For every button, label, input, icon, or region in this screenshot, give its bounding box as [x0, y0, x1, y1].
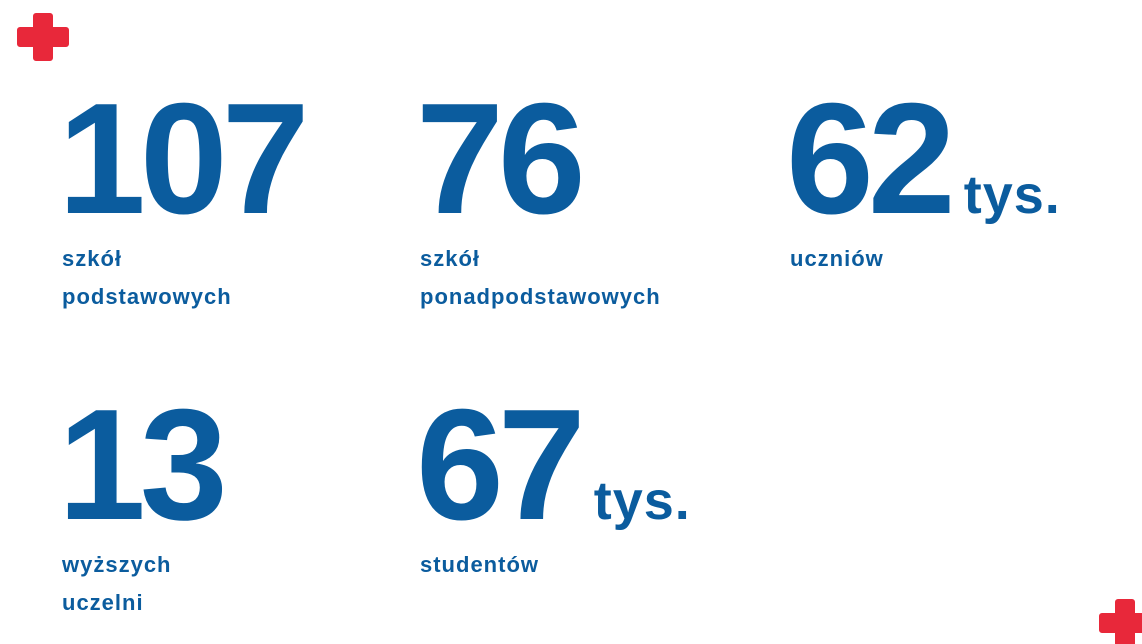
stat-label-line: uczelni: [62, 590, 144, 615]
stat-label-line: szkół: [62, 246, 123, 271]
stat-label: szkół podstawowych: [58, 240, 304, 316]
stat-item: 62 tys. uczniów: [786, 80, 1061, 278]
stat-item: 67 tys. studentów: [416, 386, 691, 584]
stat-figure: 107: [58, 80, 310, 238]
cross-icon: [1099, 599, 1142, 644]
stat-label: studentów: [416, 546, 691, 584]
stat-figure: 67 tys.: [416, 386, 691, 544]
stat-item: 13 wyższych uczelni: [58, 386, 228, 622]
stat-value: 13: [58, 377, 228, 553]
stat-figure: 13: [58, 386, 228, 544]
stat-value: 67: [416, 377, 586, 553]
stat-value: 62: [786, 71, 956, 247]
stat-value: 107: [58, 71, 310, 247]
stat-unit: tys.: [963, 165, 1061, 225]
stat-label: szkół ponadpodstawowych: [416, 240, 661, 316]
stat-label: wyższych uczelni: [58, 546, 222, 622]
stat-label: uczniów: [786, 240, 1061, 278]
stat-unit: tys.: [593, 471, 691, 531]
stat-value: 76: [416, 71, 586, 247]
cross-icon: [17, 13, 69, 61]
stat-label-line: studentów: [420, 552, 539, 577]
stat-figure: 76: [416, 80, 661, 238]
stat-label-line: ponadpodstawowych: [420, 284, 661, 309]
stat-label-line: uczniów: [790, 246, 884, 271]
stat-label-line: wyższych: [62, 552, 172, 577]
stat-item: 107 szkół podstawowych: [58, 80, 310, 316]
stat-label-line: podstawowych: [62, 284, 232, 309]
stat-item: 76 szkół ponadpodstawowych: [416, 80, 661, 316]
stat-label-line: szkół: [420, 246, 481, 271]
stat-figure: 62 tys.: [786, 80, 1061, 238]
